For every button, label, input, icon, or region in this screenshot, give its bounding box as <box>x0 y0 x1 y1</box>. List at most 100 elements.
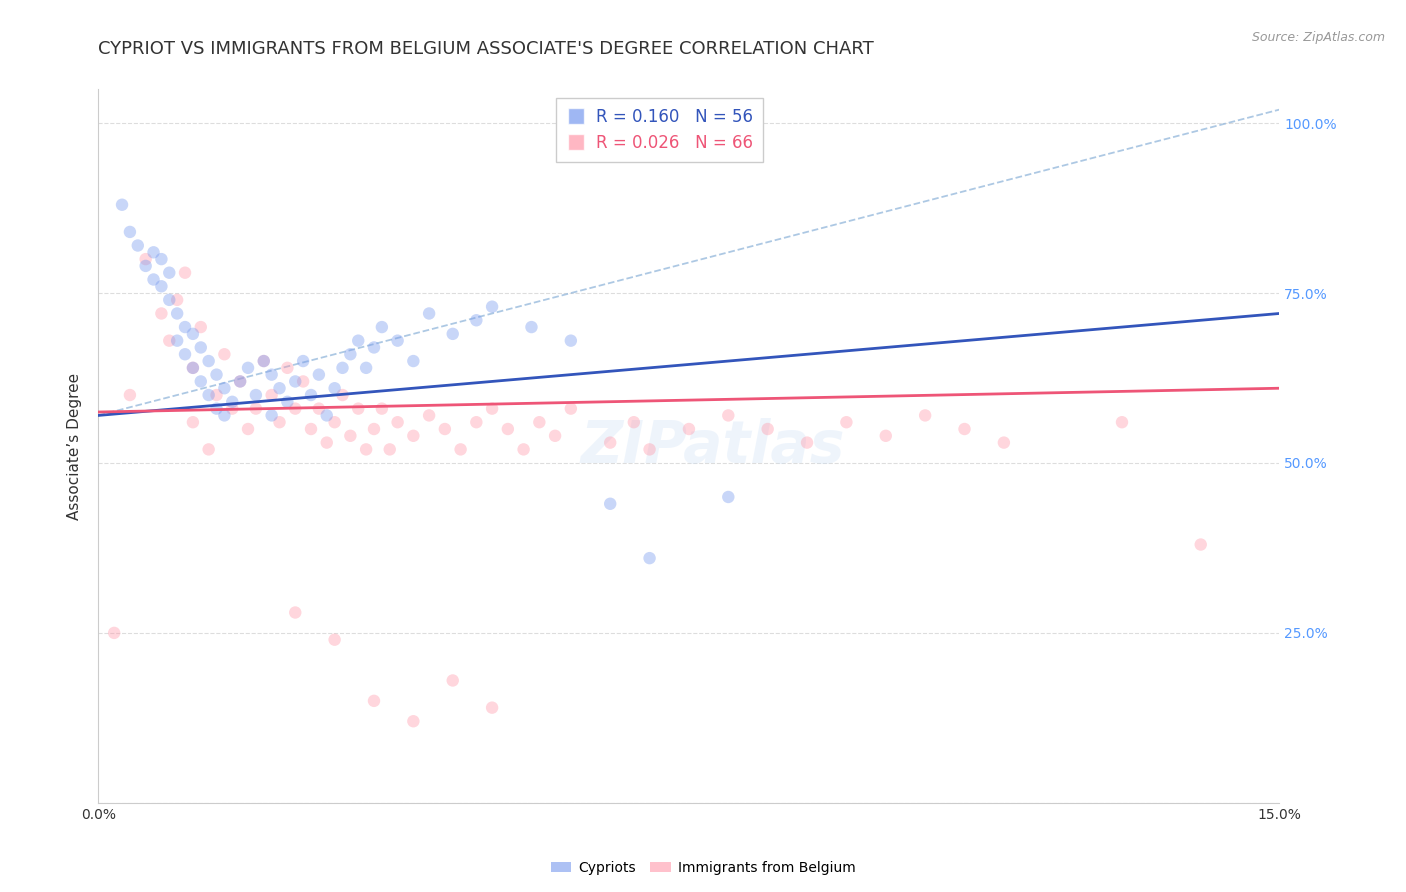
Text: ZIPatlas: ZIPatlas <box>581 417 845 475</box>
Point <box>717 409 740 423</box>
Point <box>465 313 488 327</box>
Point <box>623 415 645 429</box>
Point <box>512 442 534 457</box>
Point <box>418 306 440 320</box>
Point <box>181 360 204 375</box>
Point <box>363 422 385 436</box>
Point <box>418 409 440 423</box>
Point <box>315 409 337 423</box>
Point <box>599 497 621 511</box>
Point <box>299 388 322 402</box>
Point <box>835 415 858 429</box>
Point <box>190 341 212 355</box>
Point <box>402 429 425 443</box>
Point <box>174 347 197 361</box>
Point <box>190 320 212 334</box>
Point <box>197 442 219 457</box>
Point <box>299 422 322 436</box>
Point <box>638 442 661 457</box>
Point <box>181 326 204 341</box>
Point <box>197 354 219 368</box>
Point <box>205 401 228 416</box>
Point <box>371 401 394 416</box>
Point <box>229 375 252 389</box>
Point <box>481 300 503 314</box>
Point <box>260 368 283 382</box>
Point <box>560 401 582 416</box>
Legend: Cypriots, Immigrants from Belgium: Cypriots, Immigrants from Belgium <box>546 855 860 880</box>
Point <box>363 694 385 708</box>
Point <box>914 409 936 423</box>
Point <box>993 435 1015 450</box>
Point <box>371 320 394 334</box>
Point <box>332 388 354 402</box>
Point <box>599 435 621 450</box>
Point <box>284 606 307 620</box>
Point <box>135 252 157 266</box>
Point <box>245 388 267 402</box>
Legend: R = 0.160   N = 56, R = 0.026   N = 66: R = 0.160 N = 56, R = 0.026 N = 66 <box>555 97 762 161</box>
Point <box>276 360 298 375</box>
Point <box>127 238 149 252</box>
Point <box>481 401 503 416</box>
Point <box>544 429 567 443</box>
Point <box>269 381 291 395</box>
Point <box>332 360 354 375</box>
Point <box>292 375 315 389</box>
Point <box>678 422 700 436</box>
Point <box>308 401 330 416</box>
Point <box>354 360 377 375</box>
Point <box>441 673 464 688</box>
Point <box>253 354 276 368</box>
Point <box>323 381 346 395</box>
Point <box>166 334 188 348</box>
Point <box>118 225 141 239</box>
Text: Source: ZipAtlas.com: Source: ZipAtlas.com <box>1251 31 1385 45</box>
Point <box>347 334 370 348</box>
Point <box>347 401 370 416</box>
Point <box>181 415 204 429</box>
Point <box>496 422 519 436</box>
Point <box>481 700 503 714</box>
Point <box>221 394 243 409</box>
Point <box>875 429 897 443</box>
Point <box>229 375 252 389</box>
Point <box>260 388 283 402</box>
Point <box>103 626 125 640</box>
Point <box>157 334 180 348</box>
Point <box>953 422 976 436</box>
Point <box>402 354 425 368</box>
Point <box>756 422 779 436</box>
Point <box>174 320 197 334</box>
Point <box>142 245 165 260</box>
Point <box>354 442 377 457</box>
Point <box>276 394 298 409</box>
Point <box>236 422 259 436</box>
Point <box>284 375 307 389</box>
Point <box>111 198 134 212</box>
Point <box>339 347 361 361</box>
Point <box>269 415 291 429</box>
Point <box>166 293 188 307</box>
Point <box>323 632 346 647</box>
Point <box>150 252 173 266</box>
Point <box>560 334 582 348</box>
Point <box>214 347 236 361</box>
Point <box>142 272 165 286</box>
Point <box>1111 415 1133 429</box>
Text: CYPRIOT VS IMMIGRANTS FROM BELGIUM ASSOCIATE'S DEGREE CORRELATION CHART: CYPRIOT VS IMMIGRANTS FROM BELGIUM ASSOC… <box>98 40 875 58</box>
Point <box>221 401 243 416</box>
Point <box>292 354 315 368</box>
Point <box>387 415 409 429</box>
Point <box>1189 537 1212 551</box>
Point <box>520 320 543 334</box>
Point <box>181 360 204 375</box>
Point <box>135 259 157 273</box>
Point <box>796 435 818 450</box>
Point <box>450 442 472 457</box>
Point <box>441 326 464 341</box>
Point <box>387 334 409 348</box>
Point <box>308 368 330 382</box>
Point <box>150 279 173 293</box>
Point <box>315 435 337 450</box>
